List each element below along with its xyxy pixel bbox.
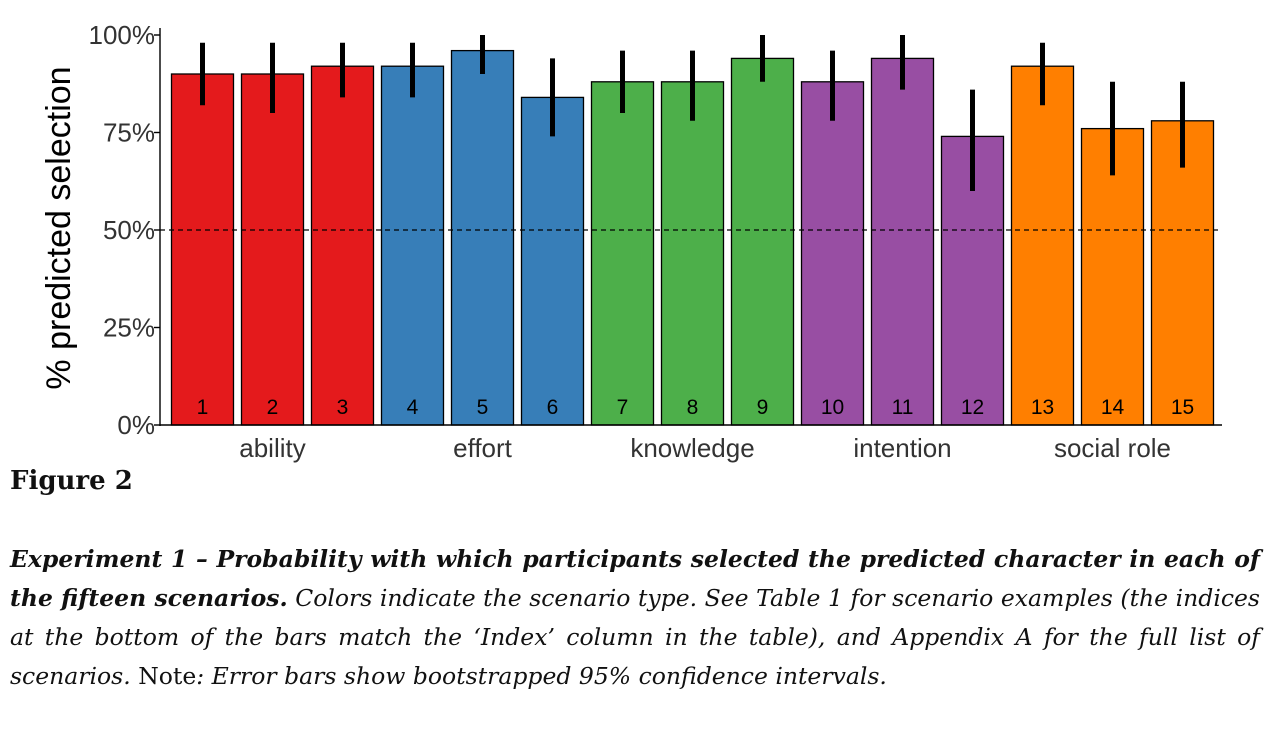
bar-10 — [800, 81, 865, 426]
bar-index-label: 15 — [1171, 396, 1194, 419]
bar-index-label: 13 — [1031, 396, 1054, 419]
x-group-label: intention — [853, 433, 951, 463]
y-axis-title: % predicted selection — [40, 66, 78, 389]
bar-index-label: 10 — [821, 396, 844, 419]
bar-11 — [870, 57, 935, 426]
y-tick-label: 75% — [103, 118, 155, 148]
y-tick-label: 50% — [103, 215, 155, 245]
x-group-label: ability — [239, 433, 305, 463]
bar-index-label: 11 — [892, 396, 914, 419]
bar-index-label: 5 — [477, 396, 489, 419]
bar-1 — [170, 73, 235, 426]
x-group-label: social role — [1054, 433, 1171, 463]
x-group-label: effort — [453, 433, 513, 463]
bar-7 — [590, 81, 655, 426]
bar-6 — [520, 96, 585, 426]
axes-layer: 0% 25% 50% 75% 100% ability effort knowledge int… — [40, 20, 1222, 463]
bar-2 — [240, 73, 305, 426]
bar-index-label: 14 — [1101, 396, 1125, 419]
bar-index-label: 2 — [267, 396, 279, 419]
bar-13 — [1010, 65, 1075, 426]
error-bars-layer — [200, 35, 1185, 191]
figure-caption: Experiment 1 – Probability with which pa… — [10, 540, 1260, 696]
bar-index-label: 8 — [687, 396, 699, 419]
bar-15 — [1150, 120, 1215, 426]
y-tick-label: 100% — [89, 20, 156, 50]
caption-body: Colors indicate the scenario type. See T… — [10, 584, 1260, 690]
bar-index-label: 12 — [961, 396, 984, 419]
caption-note: : Error bars show bootstrapped 95% confi… — [196, 662, 887, 690]
bar-index-label: 3 — [337, 396, 349, 419]
bar-index-label: 1 — [197, 396, 209, 419]
bar-8 — [660, 81, 725, 426]
bar-9 — [730, 57, 795, 426]
bar-index-labels: 1 2 3 4 5 6 7 8 9 10 11 12 13 14 15 — [197, 396, 1195, 419]
bar-index-label: 4 — [407, 396, 419, 419]
bar-index-label: 6 — [547, 396, 559, 419]
y-tick-label: 0% — [117, 410, 155, 440]
figure-label: Figure 2 — [10, 466, 133, 496]
bar-chart: 1 2 3 4 5 6 7 8 9 10 11 12 13 14 15 0%25%50%75%100%abi… — [40, 20, 1222, 463]
bars-layer — [170, 49, 1215, 426]
caption-note-label: Note — [138, 662, 197, 690]
y-tick-label: 25% — [103, 313, 155, 343]
bar-3 — [310, 65, 375, 426]
x-group-label: knowledge — [630, 433, 754, 463]
bar-4 — [380, 65, 445, 426]
bar-index-label: 9 — [757, 396, 769, 419]
bar-5 — [450, 49, 515, 426]
bar-index-label: 7 — [617, 396, 629, 419]
caption-title: Experiment 1 – Probability with which pa… — [10, 545, 1260, 612]
